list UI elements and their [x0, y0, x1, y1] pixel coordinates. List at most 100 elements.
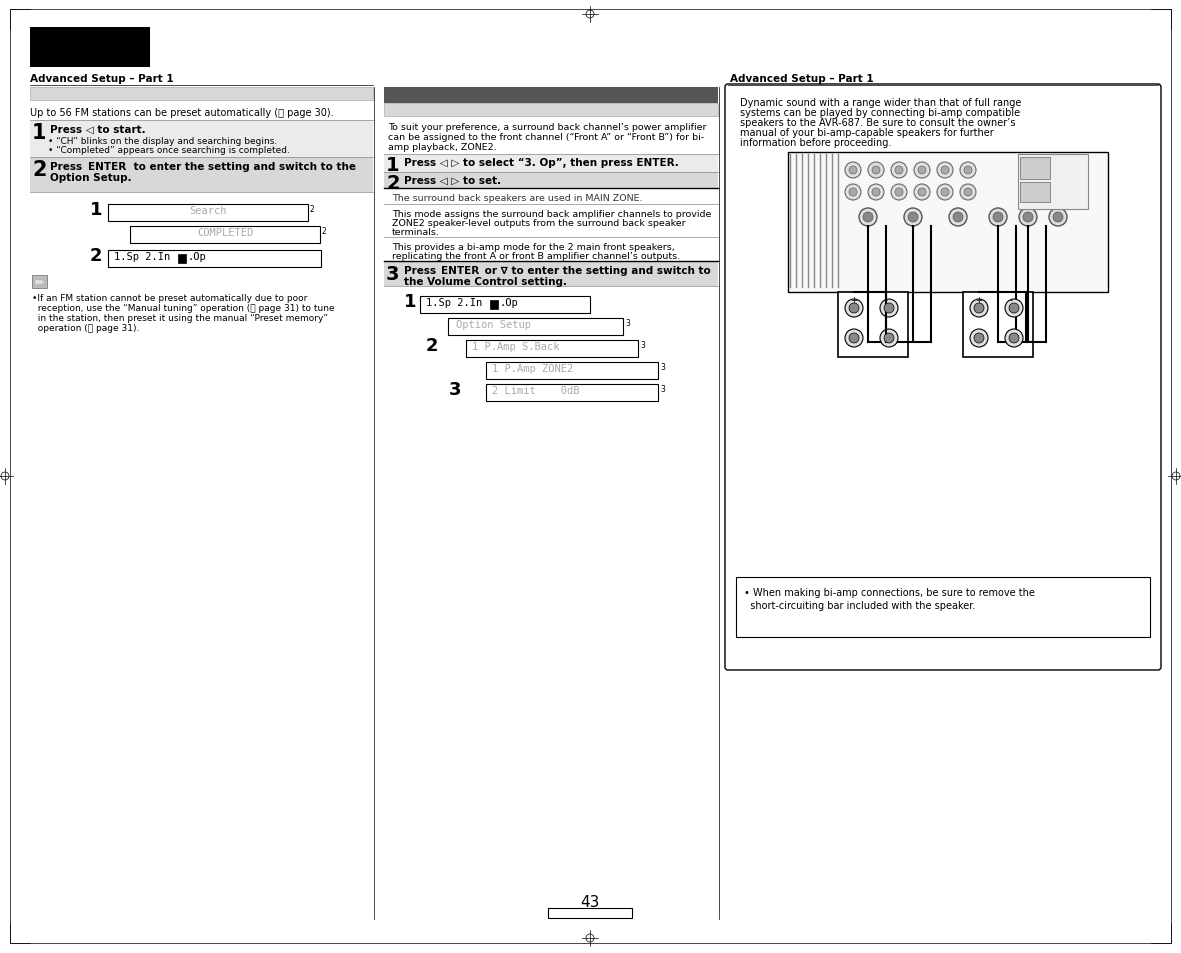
Text: Press ◁ ▷ to set.: Press ◁ ▷ to set.: [404, 175, 501, 186]
Circle shape: [844, 163, 861, 179]
Bar: [736, 578, 1150, 638]
Circle shape: [849, 304, 859, 314]
Circle shape: [885, 334, 894, 344]
Bar: [490, 301, 498, 310]
Circle shape: [849, 189, 857, 196]
Circle shape: [941, 167, 950, 174]
Text: -: -: [1010, 295, 1013, 305]
Bar: [30, 88, 373, 101]
Text: • “Completed” appears once searching is completed.: • “Completed” appears once searching is …: [48, 146, 289, 154]
Text: 3: 3: [660, 363, 665, 372]
Text: 43: 43: [580, 894, 600, 909]
Text: Search: Search: [189, 206, 227, 215]
Text: +: +: [976, 295, 981, 305]
Circle shape: [908, 213, 918, 223]
Text: ✏: ✏: [34, 277, 44, 288]
Text: Press ◁ to start.: Press ◁ to start.: [50, 125, 145, 135]
Text: terminals.: terminals.: [392, 228, 439, 236]
Circle shape: [918, 189, 926, 196]
Text: can be assigned to the front channel (“Front A” or “Front B”) for bi-: can be assigned to the front channel (“F…: [389, 132, 704, 142]
Text: 1: 1: [386, 156, 399, 174]
Bar: [178, 254, 185, 264]
Circle shape: [903, 209, 922, 227]
Bar: [963, 293, 1033, 357]
Circle shape: [1023, 213, 1033, 223]
Text: the Volume Control setting.: the Volume Control setting.: [404, 276, 567, 287]
Text: • “CH” blinks on the display and searching begins.: • “CH” blinks on the display and searchi…: [48, 137, 278, 146]
Text: speakers to the AVR-687. Be sure to consult the owner’s: speakers to the AVR-687. Be sure to cons…: [740, 118, 1016, 128]
Text: 1 P.Amp ZONE2: 1 P.Amp ZONE2: [492, 364, 573, 374]
Text: Option Setup.: Option Setup.: [50, 172, 131, 183]
Text: operation (⨡ page 31).: operation (⨡ page 31).: [32, 324, 139, 333]
Text: Dynamic sound with a range wider than that of full range: Dynamic sound with a range wider than th…: [740, 98, 1022, 108]
Circle shape: [880, 330, 898, 348]
Circle shape: [895, 167, 903, 174]
Circle shape: [849, 334, 859, 344]
Text: COMPLETED: COMPLETED: [197, 228, 253, 237]
Circle shape: [1009, 304, 1019, 314]
Text: replicating the front A or front B amplifier channel’s outputs.: replicating the front A or front B ampli…: [392, 252, 680, 261]
Bar: [384, 104, 718, 117]
Circle shape: [914, 163, 929, 179]
Text: •If an FM station cannot be preset automatically due to poor: •If an FM station cannot be preset autom…: [32, 294, 307, 303]
Text: 1: 1: [90, 201, 103, 219]
Bar: [487, 363, 658, 379]
Circle shape: [993, 213, 1003, 223]
Text: This mode assigns the surround back amplifier channels to provide: This mode assigns the surround back ampl…: [392, 210, 711, 219]
Bar: [1020, 183, 1050, 203]
Bar: [466, 340, 638, 357]
Text: 2: 2: [322, 227, 327, 235]
Text: Advanced Setup – Part 1: Advanced Setup – Part 1: [730, 74, 874, 84]
Text: Advanced Setup – Part 1: Advanced Setup – Part 1: [30, 74, 174, 84]
Circle shape: [937, 185, 953, 201]
Circle shape: [960, 185, 976, 201]
Circle shape: [872, 189, 880, 196]
Text: 3: 3: [449, 380, 462, 398]
Bar: [839, 293, 908, 357]
Bar: [384, 154, 718, 172]
Text: Press: Press: [50, 162, 86, 172]
Bar: [448, 318, 624, 335]
Text: 1.Sp 2.In: 1.Sp 2.In: [426, 297, 489, 308]
Text: ENTER: ENTER: [441, 266, 479, 275]
Circle shape: [895, 189, 903, 196]
Text: 3: 3: [640, 340, 645, 350]
Text: -: -: [885, 295, 888, 305]
Text: Press ◁ ▷ to select “3. Op”, then press ENTER.: Press ◁ ▷ to select “3. Op”, then press …: [404, 158, 679, 168]
Circle shape: [953, 213, 963, 223]
Text: reception, use the “Manual tuning” operation (⨡ page 31) to tune: reception, use the “Manual tuning” opera…: [32, 304, 334, 313]
Circle shape: [960, 163, 976, 179]
Text: .Op: .Op: [187, 252, 205, 262]
Text: 2: 2: [426, 336, 438, 355]
Circle shape: [849, 167, 857, 174]
Circle shape: [964, 167, 972, 174]
Circle shape: [1049, 209, 1066, 227]
Bar: [487, 385, 658, 401]
Circle shape: [863, 213, 873, 223]
Text: to enter the setting and switch to the: to enter the setting and switch to the: [130, 162, 355, 172]
Circle shape: [872, 167, 880, 174]
Bar: [788, 152, 1108, 293]
Circle shape: [970, 299, 988, 317]
Text: 3: 3: [660, 385, 665, 394]
Circle shape: [941, 189, 950, 196]
Text: To suit your preference, a surround back channel’s power amplifier: To suit your preference, a surround back…: [389, 123, 706, 132]
Circle shape: [844, 330, 863, 348]
Circle shape: [1005, 330, 1023, 348]
Text: in the station, then preset it using the manual “Preset memory”: in the station, then preset it using the…: [32, 314, 328, 323]
Text: 1 P.Amp S.Back: 1 P.Amp S.Back: [472, 341, 560, 352]
Text: 3: 3: [625, 318, 629, 328]
FancyBboxPatch shape: [725, 85, 1161, 670]
Bar: [30, 28, 150, 68]
Text: 1: 1: [32, 123, 46, 143]
Text: • When making bi-amp connections, be sure to remove the: • When making bi-amp connections, be sur…: [744, 587, 1035, 598]
Circle shape: [988, 209, 1007, 227]
Text: 2 Limit    0dB: 2 Limit 0dB: [492, 386, 580, 395]
Circle shape: [964, 189, 972, 196]
Circle shape: [970, 330, 988, 348]
Circle shape: [974, 334, 984, 344]
Circle shape: [885, 304, 894, 314]
Bar: [30, 121, 373, 158]
Text: or ∇ to enter the setting and switch to: or ∇ to enter the setting and switch to: [481, 266, 711, 275]
Bar: [107, 251, 321, 268]
